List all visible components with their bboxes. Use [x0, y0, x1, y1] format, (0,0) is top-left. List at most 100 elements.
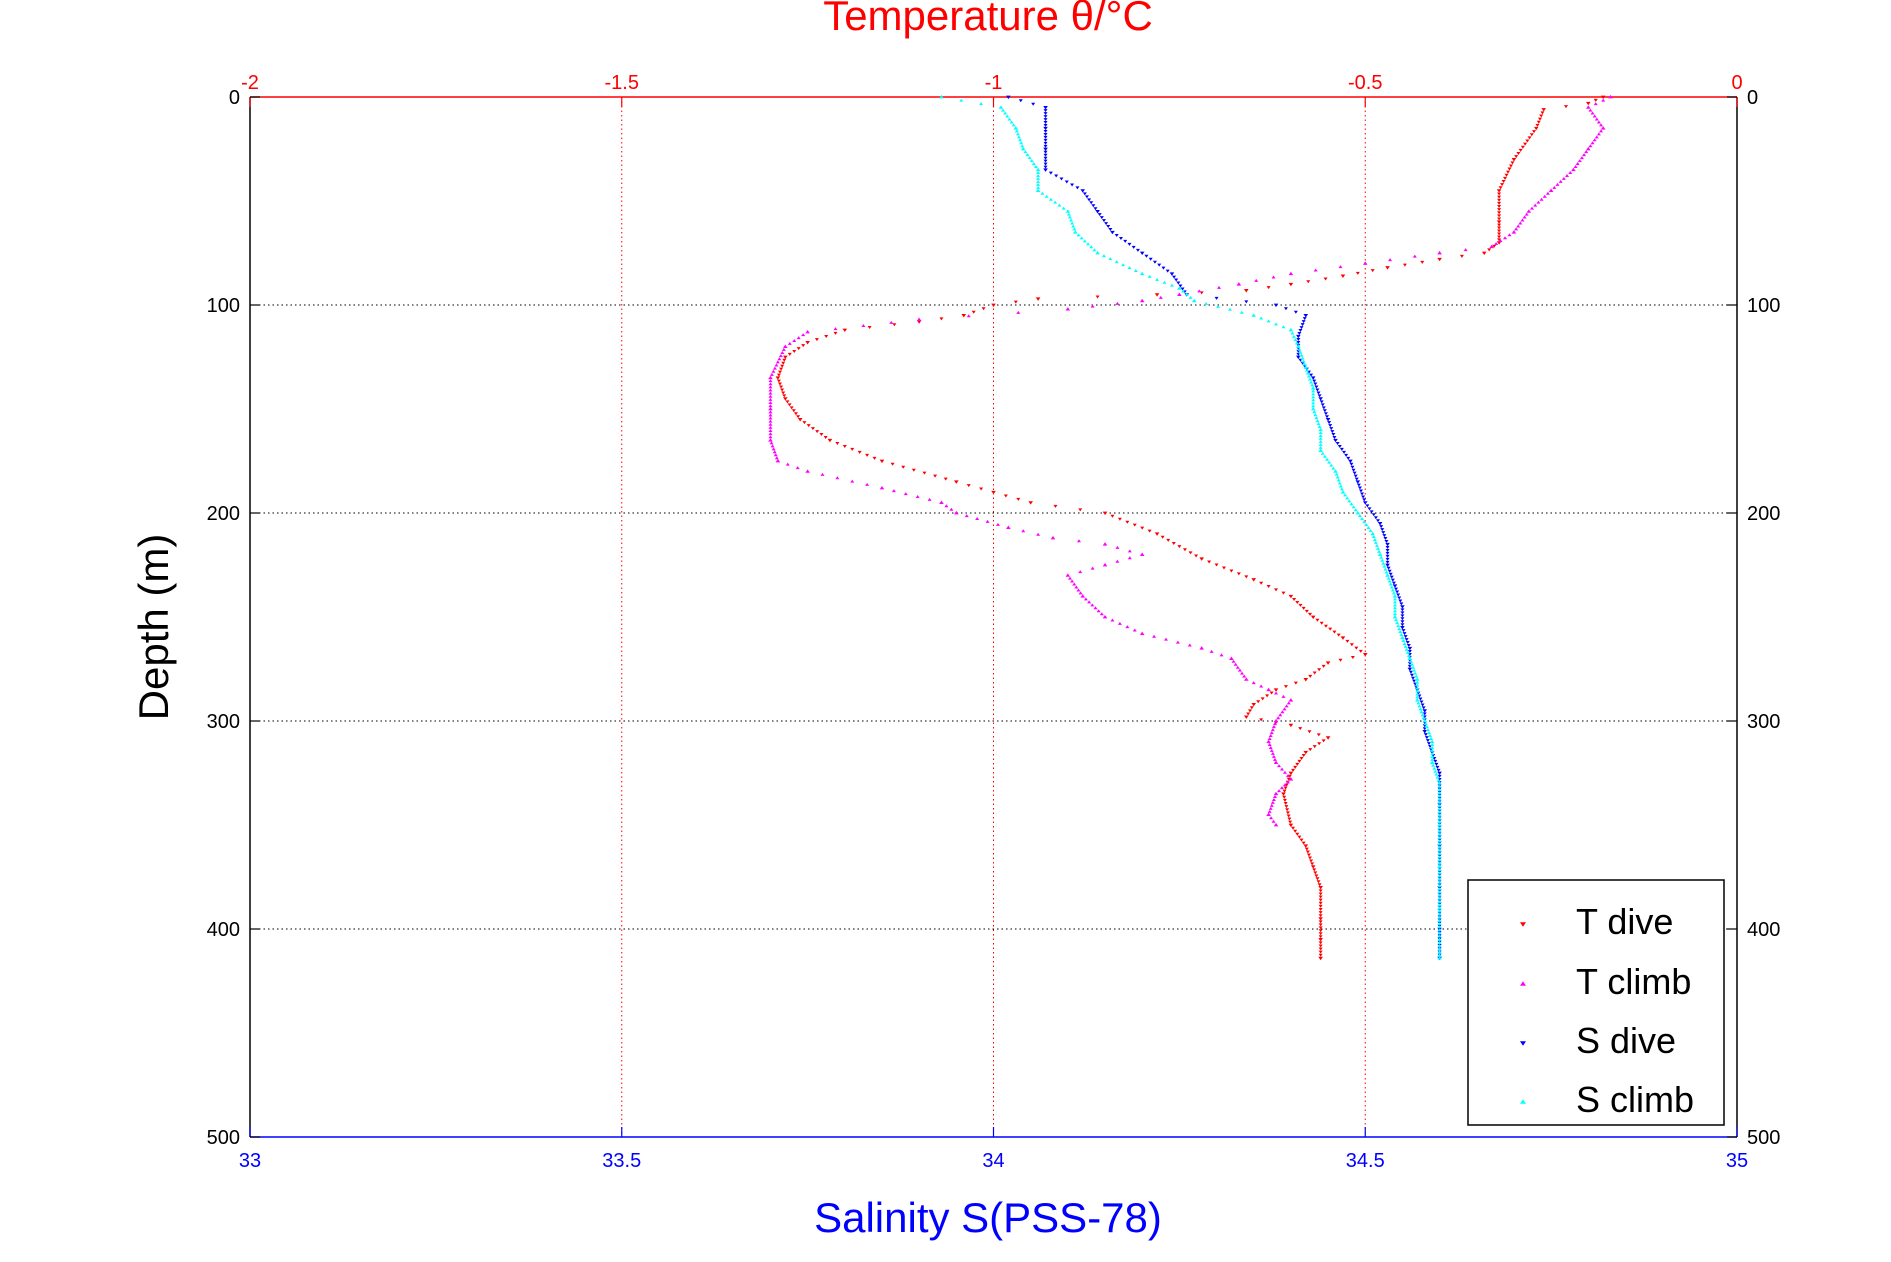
data-point [1091, 204, 1096, 208]
data-point [1355, 510, 1361, 515]
data-point [781, 391, 786, 395]
data-point [1516, 224, 1521, 228]
left-tick-label: 100 [207, 295, 240, 317]
data-point [1437, 836, 1442, 839]
data-point [796, 415, 801, 419]
data-point [1019, 141, 1024, 145]
data-point [1043, 138, 1048, 142]
data-point [1191, 298, 1197, 303]
data-point [796, 347, 801, 351]
data-point [1312, 379, 1317, 383]
data-point [1132, 523, 1137, 527]
data-point [1420, 703, 1425, 707]
data-point [1316, 391, 1321, 395]
data-point [1343, 493, 1348, 497]
data-point [1282, 783, 1287, 787]
data-point [1310, 383, 1315, 387]
data-point [1511, 230, 1517, 234]
data-point [1432, 766, 1437, 770]
data-point [782, 394, 787, 398]
data-point [1575, 162, 1580, 166]
data-point [1318, 941, 1323, 945]
data-point [1497, 223, 1502, 227]
data-point [778, 382, 783, 386]
data-point [1321, 406, 1326, 410]
data-point [1497, 235, 1502, 239]
data-point [1043, 106, 1048, 110]
data-point [1043, 159, 1048, 163]
data-point [1412, 679, 1417, 683]
data-point [1348, 459, 1353, 464]
data-point [1381, 531, 1386, 535]
data-point [1243, 677, 1249, 681]
data-point [770, 444, 775, 448]
data-point [1437, 816, 1442, 820]
data-point [1415, 689, 1420, 693]
data-point [1269, 731, 1274, 735]
data-point [1016, 135, 1021, 139]
data-point [1407, 649, 1412, 653]
data-point [1437, 912, 1442, 916]
data-point [1007, 117, 1012, 121]
data-point [1419, 710, 1424, 714]
data-point [1251, 578, 1257, 582]
data-point [1288, 823, 1294, 828]
data-point [1043, 135, 1048, 139]
data-point [1388, 258, 1393, 262]
data-point [1379, 555, 1384, 559]
data-point [879, 485, 885, 490]
data-point [1510, 161, 1515, 165]
data-point [1301, 606, 1306, 610]
data-point [850, 447, 855, 451]
data-point [1321, 664, 1326, 668]
data-point [1015, 132, 1020, 136]
data-point [1415, 692, 1420, 696]
data-point [781, 361, 786, 365]
bottom-tick-label: 34.5 [1346, 1150, 1385, 1172]
data-point [1302, 362, 1307, 366]
data-point [1050, 535, 1056, 540]
data-point [1416, 701, 1421, 705]
data-point [1187, 643, 1192, 647]
data-point [1527, 136, 1532, 140]
data-point [1152, 634, 1157, 638]
data-point [1296, 337, 1301, 341]
data-point [1096, 609, 1101, 613]
data-point [1398, 630, 1403, 634]
data-point [1083, 597, 1088, 601]
data-point [1011, 123, 1016, 127]
data-point [1525, 139, 1530, 143]
data-point [1582, 153, 1587, 157]
data-point [1317, 425, 1322, 429]
data-point [1342, 450, 1347, 454]
data-point [985, 519, 990, 523]
data-point [768, 375, 773, 380]
data-point [1003, 111, 1008, 115]
data-point [1501, 180, 1506, 184]
data-point [1114, 233, 1119, 237]
data-point [1318, 914, 1323, 918]
data-point [1390, 578, 1395, 582]
data-point [1318, 938, 1323, 942]
data-point [1043, 109, 1048, 113]
data-point [1429, 739, 1435, 744]
data-point [1131, 245, 1136, 249]
data-point [1552, 185, 1557, 189]
data-point [1259, 718, 1264, 722]
data-point [1353, 474, 1358, 478]
data-point [1249, 706, 1254, 710]
data-point [1035, 167, 1041, 172]
data-point [966, 484, 971, 488]
data-point [1148, 257, 1153, 261]
data-point [1437, 250, 1442, 255]
data-point [1318, 926, 1323, 930]
data-point [810, 427, 815, 431]
data-point [964, 514, 969, 518]
data-point [1422, 730, 1428, 734]
data-point [1194, 554, 1199, 558]
data-point [1318, 935, 1323, 939]
data-point [783, 344, 788, 348]
data-point [1169, 283, 1174, 287]
data-point [1325, 415, 1330, 419]
data-point [1371, 534, 1376, 538]
